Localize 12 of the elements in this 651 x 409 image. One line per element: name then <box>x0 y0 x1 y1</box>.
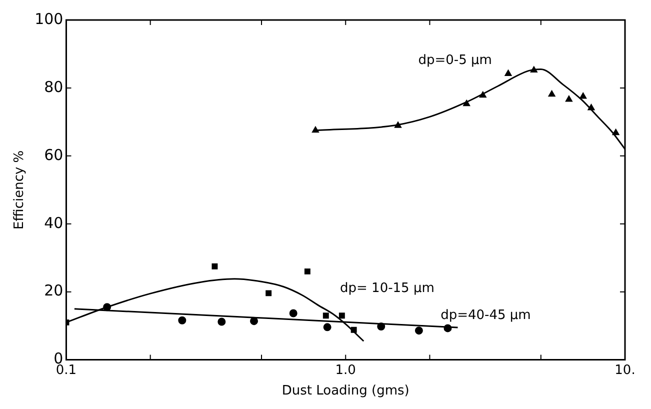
y-tick-label: 100 <box>34 10 64 28</box>
annotation: dp= 10-15 µm <box>340 280 434 296</box>
y-tick-label: 60 <box>44 146 64 164</box>
y-tick-label: 40 <box>44 214 64 232</box>
x-axis-title: Dust Loading (gms) <box>282 384 410 399</box>
annotation: dp=0-5 µm <box>418 53 492 68</box>
x-tick-label: 1.0 <box>335 362 356 378</box>
annotation: dp=40-45 µm <box>440 308 531 323</box>
y-tick-label: 20 <box>44 282 64 300</box>
y-axis-title: Efficiency % <box>12 150 28 230</box>
y-tick-label: 80 <box>44 78 64 96</box>
x-tick-label: 10. <box>614 362 636 378</box>
